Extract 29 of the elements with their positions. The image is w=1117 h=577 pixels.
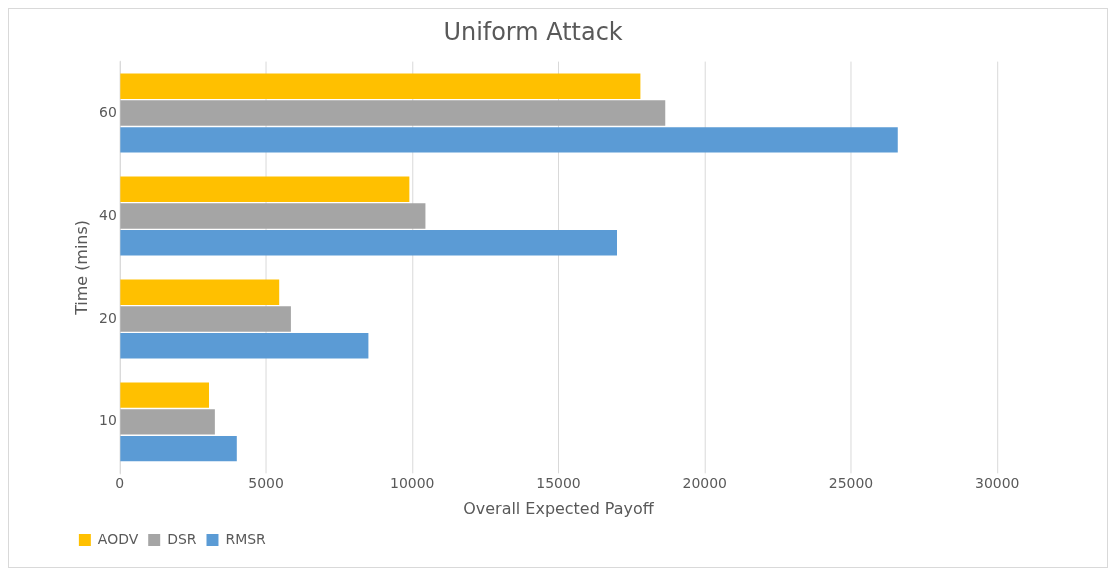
bar (120, 100, 666, 126)
x-tick-label: 0 (115, 475, 125, 492)
bar (120, 230, 617, 256)
bar (120, 306, 291, 332)
y-tick-label: 40 (99, 206, 117, 223)
x-tick-label: 30000 (974, 475, 1020, 492)
bar (120, 435, 237, 462)
bar (120, 382, 210, 408)
bar (120, 127, 898, 153)
x-axis-title: Overall Expected Payoff (463, 498, 655, 518)
bar (120, 409, 215, 435)
legend-label: DSR (167, 530, 197, 547)
y-tick-label: 10 (99, 412, 117, 429)
x-tick-label: 10000 (390, 475, 435, 492)
x-tick-label: 25000 (828, 475, 874, 492)
legend-label: RMSR (225, 530, 267, 547)
x-tick-label: 15000 (536, 475, 581, 492)
x-tick-label: 5000 (248, 475, 284, 492)
legend-label: AODV (97, 530, 139, 547)
y-tick-label: 60 (99, 103, 117, 120)
bar (120, 203, 426, 229)
y-tick-label: 20 (99, 309, 117, 326)
chart-title: Uniform Attack (443, 17, 623, 46)
bar (120, 73, 641, 100)
bar (120, 176, 410, 202)
x-tick-label: 20000 (682, 475, 727, 492)
y-axis-title: Time (mins) (71, 220, 91, 316)
bar (120, 332, 369, 359)
bar (120, 279, 280, 305)
